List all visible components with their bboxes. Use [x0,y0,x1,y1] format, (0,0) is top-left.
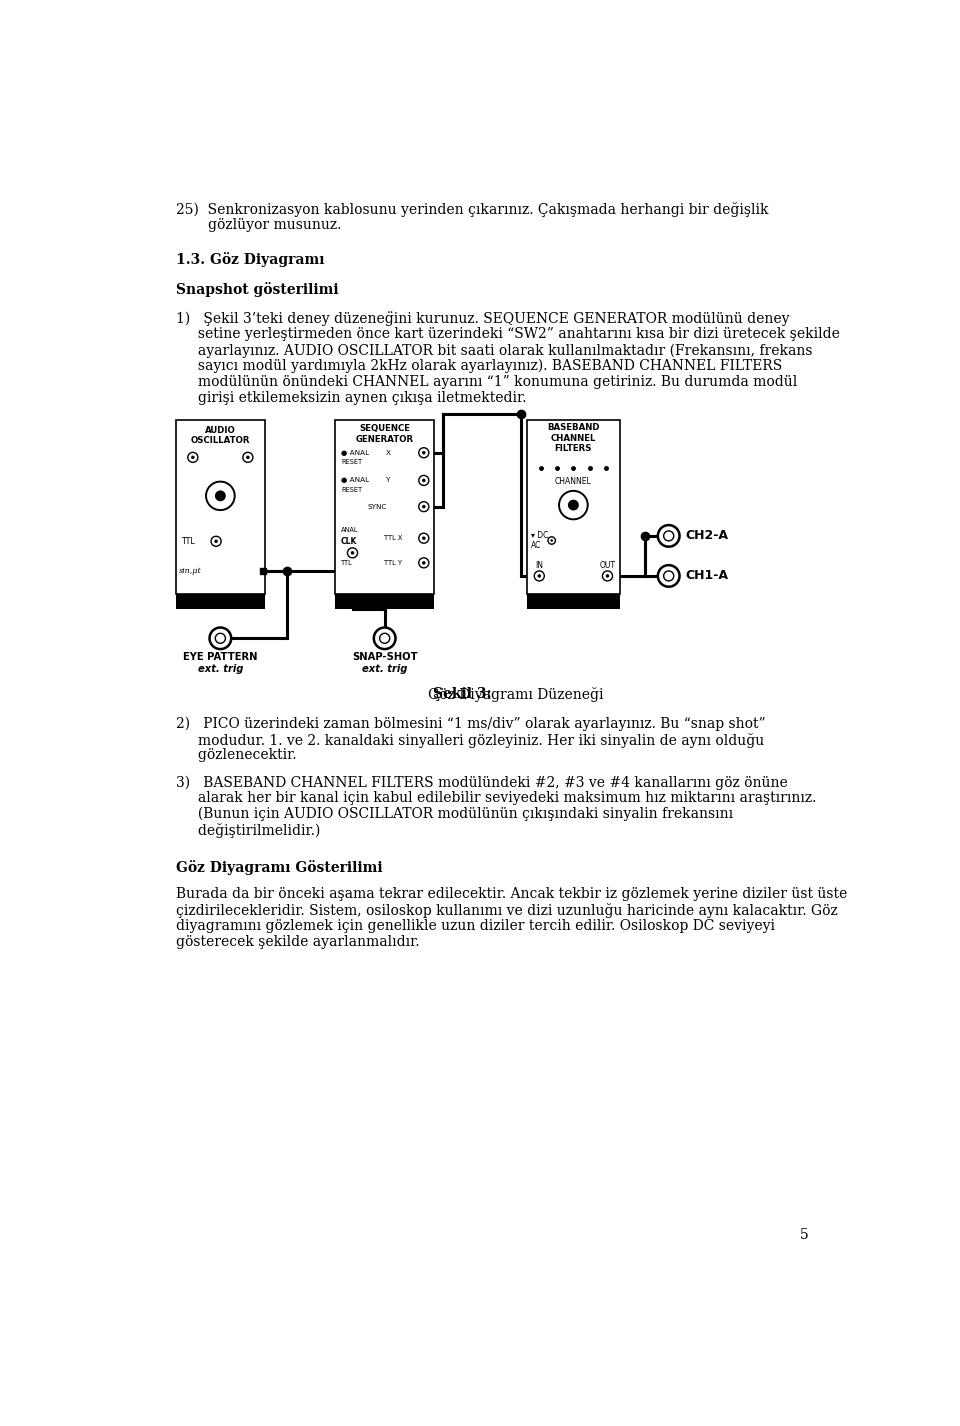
Text: CH1-A: CH1-A [685,569,729,582]
Circle shape [422,536,425,540]
Text: BASEBAND
CHANNEL
FILTERS: BASEBAND CHANNEL FILTERS [547,424,600,453]
Text: girişi etkilemeksizin aynen çıkışa iletmektedir.: girişi etkilemeksizin aynen çıkışa iletm… [176,391,526,405]
Circle shape [422,451,425,455]
Circle shape [419,475,429,485]
Bar [335,421,434,593]
Bar [527,593,620,609]
Circle shape [350,550,354,555]
Text: 2)   PICO üzerindeki zaman bölmesini “1 ms/div” olarak ayarlayınız. Bu “snap sho: 2) PICO üzerindeki zaman bölmesini “1 ms… [176,717,765,732]
Text: modudur. 1. ve 2. kanaldaki sinyalleri gözleyiniz. Her iki sinyalin de aynı oldu: modudur. 1. ve 2. kanaldaki sinyalleri g… [176,733,764,747]
Circle shape [603,570,612,580]
Text: SNAP-SHOT: SNAP-SHOT [352,652,418,662]
Text: alarak her bir kanal için kabul edilebilir seviyedeki maksimum hız miktarını ara: alarak her bir kanal için kabul edilebil… [176,791,816,806]
Circle shape [246,455,250,459]
Text: Şekil 3:: Şekil 3: [433,687,492,700]
Text: 5: 5 [800,1228,808,1242]
Text: 25)  Senkronizasyon kablosunu yerinden çıkarınız. Çakışmada herhangi bir değişli: 25) Senkronizasyon kablosunu yerinden çı… [176,202,768,217]
Circle shape [211,536,221,546]
Text: ● ANAL: ● ANAL [341,478,369,483]
Text: gözlüyor musunuz.: gözlüyor musunuz. [208,218,342,231]
Text: SYNC: SYNC [368,503,388,509]
Circle shape [215,633,226,643]
Bar [176,593,265,609]
Text: sayıcı modül yardımıyla 2kHz olarak ayarlayınız). BASEBAND CHANNEL FILTERS: sayıcı modül yardımıyla 2kHz olarak ayar… [176,359,782,374]
Text: X: X [386,449,391,456]
Text: CLK: CLK [341,536,357,546]
Text: IN: IN [536,560,543,569]
Circle shape [559,491,588,519]
Text: ▾ DC: ▾ DC [531,532,548,540]
Bar [527,421,620,593]
Text: sin,μt: sin,μt [179,566,202,575]
Text: TTL Y: TTL Y [383,560,401,566]
Circle shape [419,502,429,512]
Circle shape [422,505,425,509]
Circle shape [373,627,396,649]
Text: ext. trig: ext. trig [362,665,407,674]
Circle shape [209,627,231,649]
Text: 1.3. Göz Diyagramı: 1.3. Göz Diyagramı [176,252,324,268]
Circle shape [215,491,226,502]
Circle shape [379,633,390,643]
Circle shape [419,533,429,543]
Text: SEQUENCE
GENERATOR: SEQUENCE GENERATOR [355,425,414,443]
Text: 3)   BASEBAND CHANNEL FILTERS modülündeki #2, #3 ve #4 kanallarını göz önüne: 3) BASEBAND CHANNEL FILTERS modülündeki … [176,776,787,790]
Text: Göz Diyagramı Düzeneği: Göz Diyagramı Düzeneği [380,687,604,702]
Text: OUT: OUT [599,560,615,569]
Circle shape [663,530,674,540]
Text: EYE PATTERN: EYE PATTERN [183,652,257,662]
Circle shape [550,539,553,542]
Text: diyagramını gözlemek için genellikle uzun diziler tercih edilir. Osiloskop DC se: diyagramını gözlemek için genellikle uzu… [176,918,775,933]
Text: CH2-A: CH2-A [685,529,729,542]
Text: setine yerleştirmeden önce kart üzerindeki “SW2” anahtarını kısa bir dizi üretec: setine yerleştirmeden önce kart üzerinde… [176,328,840,341]
Circle shape [206,482,234,511]
Circle shape [422,479,425,482]
Text: TTL: TTL [181,536,195,546]
Circle shape [422,560,425,565]
Circle shape [534,570,544,580]
Text: gösterecek şekilde ayarlanmalıdır.: gösterecek şekilde ayarlanmalıdır. [176,934,420,948]
Text: RESET: RESET [341,459,362,465]
Circle shape [243,452,252,462]
Circle shape [658,525,680,546]
Bar [335,593,434,609]
Text: Snapshot gösterilimi: Snapshot gösterilimi [176,282,339,298]
Text: modülünün önündeki CHANNEL ayarını “1” konumuna getiriniz. Bu durumda modül: modülünün önündeki CHANNEL ayarını “1” k… [176,375,797,389]
Circle shape [348,548,357,558]
Circle shape [548,536,556,545]
Text: ayarlayınız. AUDIO OSCILLATOR bit saati olarak kullanılmaktadır (Frekansını, fre: ayarlayınız. AUDIO OSCILLATOR bit saati … [176,344,812,358]
Circle shape [191,455,195,459]
Text: değiştirilmelidir.): değiştirilmelidir.) [176,823,321,837]
Circle shape [214,539,218,543]
Text: AC: AC [531,542,541,550]
Circle shape [538,575,541,578]
Circle shape [419,448,429,458]
Text: TTL X: TTL X [383,535,402,542]
Text: AUDIO
OSCILLATOR: AUDIO OSCILLATOR [191,426,251,445]
Text: CHANNEL: CHANNEL [555,476,591,486]
Text: Y: Y [386,478,390,483]
Circle shape [606,575,610,578]
Text: 1)   Şekil 3’teki deney düzeneg̈ini kurunuz. SEQUENCE GENERATOR modülünü deney: 1) Şekil 3’teki deney düzeneg̈ini kurunu… [176,312,789,327]
Text: ANAL: ANAL [341,526,358,533]
Circle shape [419,558,429,568]
Circle shape [663,570,674,580]
Circle shape [188,452,198,462]
Text: gözlenecektir.: gözlenecektir. [176,749,297,763]
Circle shape [658,565,680,586]
Text: Burada da bir önceki aşama tekrar edilecektir. Ancak tekbir iz gözlemek yerine d: Burada da bir önceki aşama tekrar edilec… [176,887,847,901]
Circle shape [568,499,579,511]
Text: ● ANAL: ● ANAL [341,449,369,456]
Bar [176,421,265,593]
Text: Göz Diyagramı Gösterilimi: Göz Diyagramı Gösterilimi [176,860,382,876]
Text: çizdirilecekleridir. Sistem, osiloskop kullanımı ve dizi uzunluğu haricinde aynı: çizdirilecekleridir. Sistem, osiloskop k… [176,903,837,918]
Text: RESET: RESET [341,486,362,493]
Text: TTL: TTL [341,560,352,566]
Text: ext. trig: ext. trig [198,665,243,674]
Text: (Bunun için AUDIO OSCILLATOR modülünün çıkışındaki sinyalin frekansını: (Bunun için AUDIO OSCILLATOR modülünün ç… [176,807,732,821]
